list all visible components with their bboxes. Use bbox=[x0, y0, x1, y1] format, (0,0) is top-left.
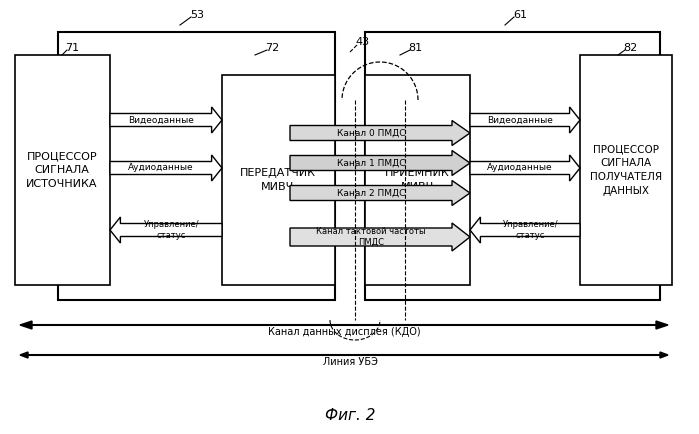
Polygon shape bbox=[20, 352, 28, 358]
Text: 81: 81 bbox=[408, 43, 422, 53]
Text: Линия УБЭ: Линия УБЭ bbox=[322, 357, 377, 367]
Text: ПРИЕМНИК
МИВЧ: ПРИЕМНИК МИВЧ bbox=[384, 168, 449, 192]
Bar bbox=[365, 75, 470, 285]
Text: 71: 71 bbox=[65, 43, 79, 53]
Text: ПРОЦЕССОР
СИГНАЛА
ИСТОЧНИКА: ПРОЦЕССОР СИГНАЛА ИСТОЧНИКА bbox=[27, 151, 98, 189]
Polygon shape bbox=[20, 321, 32, 329]
Text: Видеоданные: Видеоданные bbox=[487, 115, 553, 125]
Polygon shape bbox=[656, 321, 668, 329]
Text: ПЕРЕДАТЧИК
МИВЧ: ПЕРЕДАТЧИК МИВЧ bbox=[240, 168, 316, 192]
Text: 43: 43 bbox=[355, 37, 369, 47]
Bar bbox=[222, 75, 335, 285]
Polygon shape bbox=[470, 107, 580, 133]
Polygon shape bbox=[470, 217, 580, 243]
Text: 82: 82 bbox=[623, 43, 637, 53]
Text: ПРОЦЕССОР
СИГНАЛА
ПОЛУЧАТЕЛЯ
ДАННЫХ: ПРОЦЕССОР СИГНАЛА ПОЛУЧАТЕЛЯ ДАННЫХ bbox=[590, 144, 662, 196]
Text: Аудиоданные: Аудиоданные bbox=[487, 164, 553, 172]
Text: Фиг. 2: Фиг. 2 bbox=[325, 408, 375, 423]
Polygon shape bbox=[290, 151, 470, 175]
Text: Управление/
статус: Управление/ статус bbox=[503, 220, 558, 240]
Text: 72: 72 bbox=[265, 43, 279, 53]
Polygon shape bbox=[110, 155, 222, 181]
Bar bbox=[365, 32, 660, 300]
Bar bbox=[58, 32, 335, 300]
Polygon shape bbox=[290, 181, 470, 206]
Text: Управление/
статус: Управление/ статус bbox=[143, 220, 199, 240]
Text: Канал 0 ПМДС: Канал 0 ПМДС bbox=[337, 128, 405, 138]
Bar bbox=[580, 55, 672, 285]
Text: Канал данных дисплея (КДО): Канал данных дисплея (КДО) bbox=[268, 327, 420, 337]
Text: 53: 53 bbox=[190, 10, 204, 20]
Text: Видеоданные: Видеоданные bbox=[128, 115, 194, 125]
Polygon shape bbox=[110, 217, 222, 243]
Polygon shape bbox=[470, 155, 580, 181]
Text: Канал 2 ПМДС: Канал 2 ПМДС bbox=[337, 188, 405, 197]
Bar bbox=[15, 55, 110, 285]
Text: 61: 61 bbox=[513, 10, 527, 20]
Polygon shape bbox=[290, 121, 470, 145]
Text: Канал тактовой частоты
ПМДС: Канал тактовой частоты ПМДС bbox=[316, 227, 426, 247]
Polygon shape bbox=[290, 223, 470, 251]
Text: Канал 1 ПМДС: Канал 1 ПМДС bbox=[337, 158, 405, 168]
Polygon shape bbox=[660, 352, 668, 358]
Text: Аудиоданные: Аудиоданные bbox=[128, 164, 194, 172]
Polygon shape bbox=[110, 107, 222, 133]
